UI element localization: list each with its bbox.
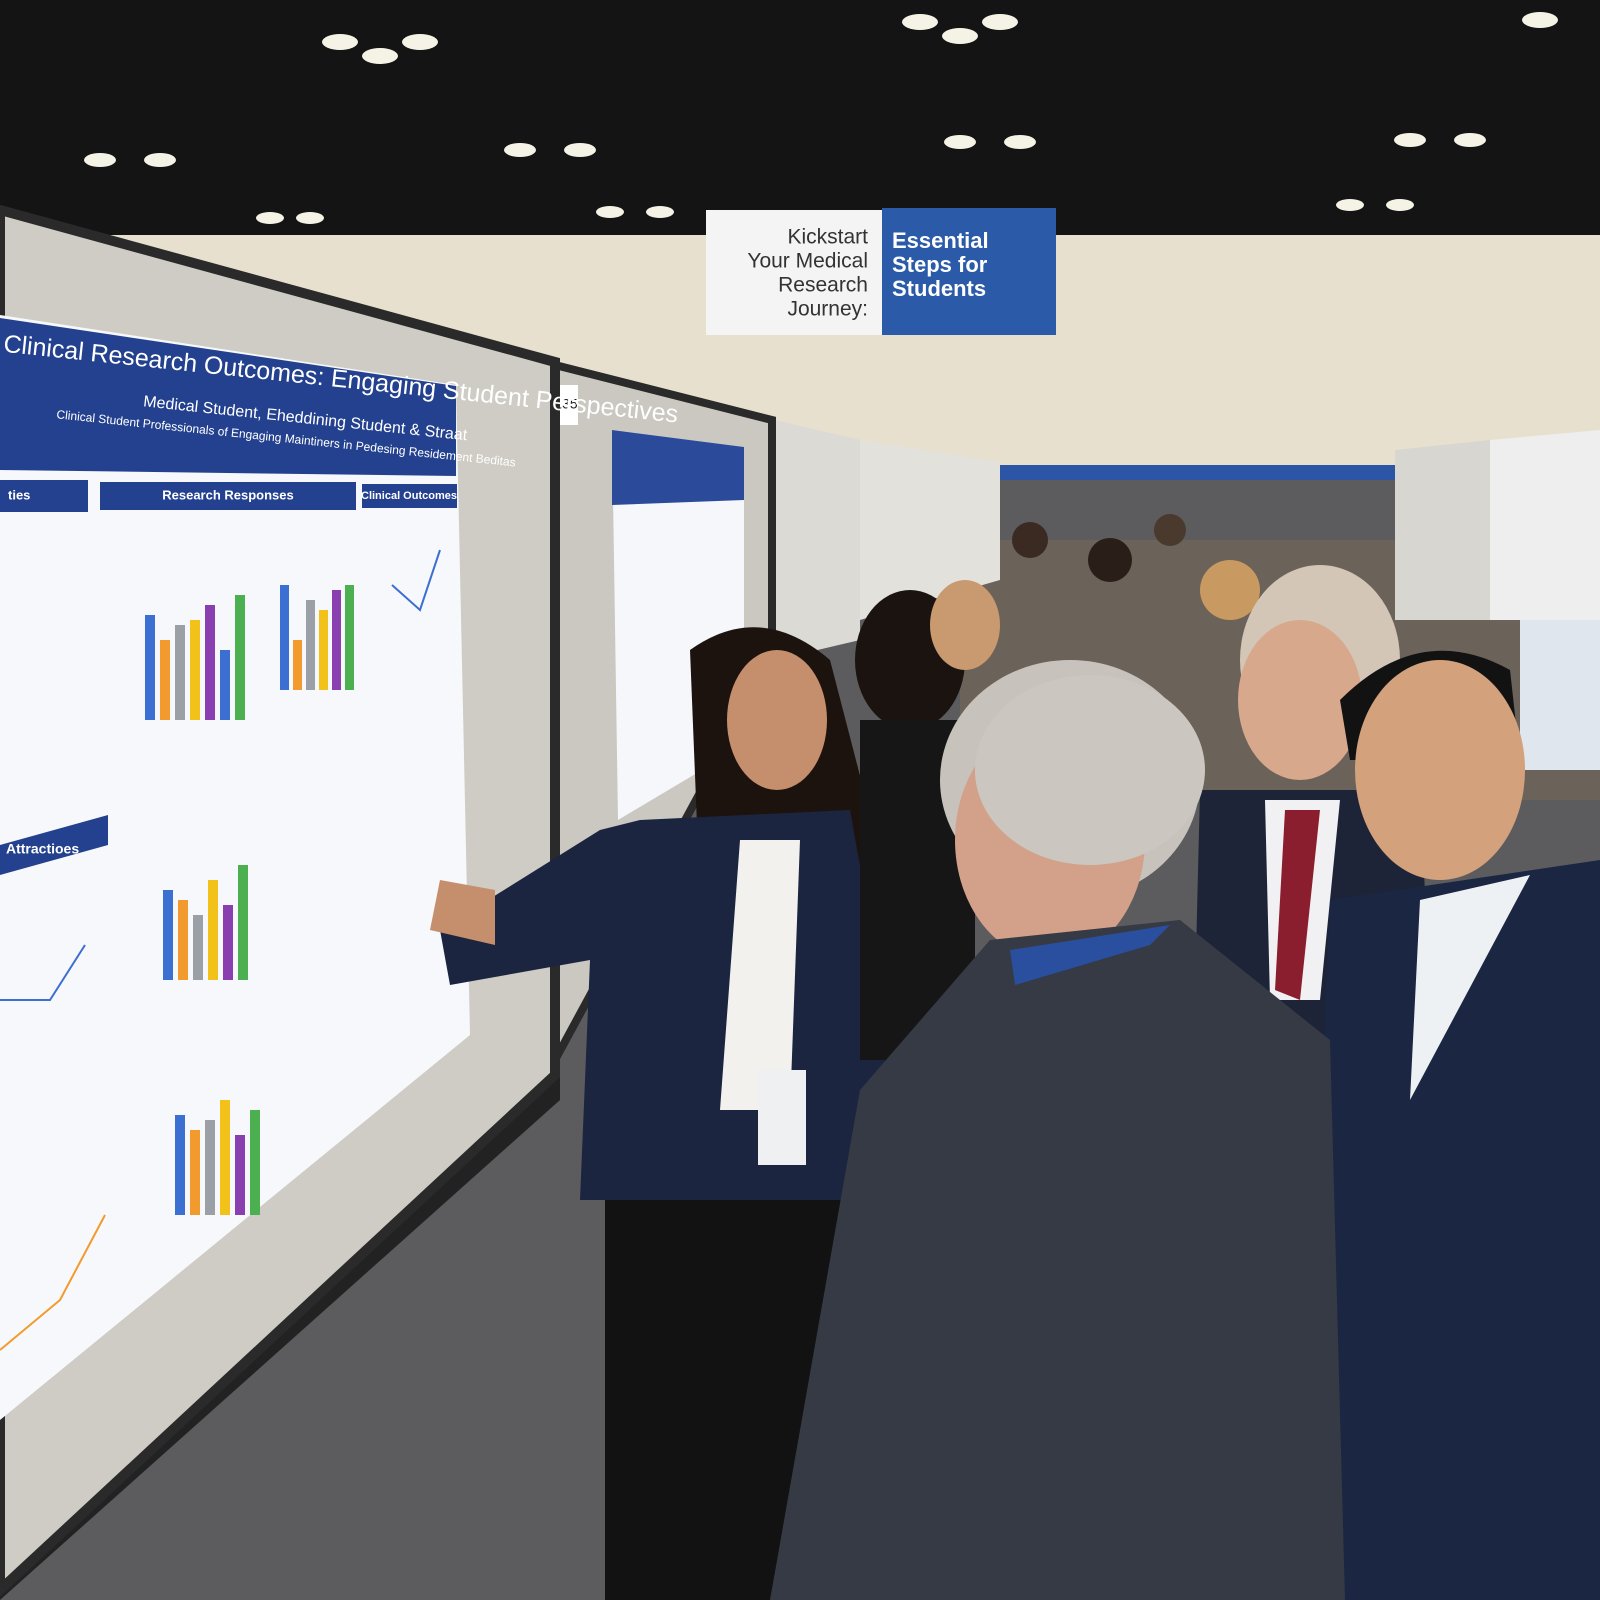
banner-text: Research xyxy=(778,274,868,297)
section-header xyxy=(100,482,356,510)
poster-header xyxy=(612,430,744,505)
poster-header xyxy=(0,318,456,476)
display-board xyxy=(1490,430,1600,620)
display-board xyxy=(1395,440,1490,620)
poster-graphic xyxy=(0,549,441,1351)
banner-text: Kickstart xyxy=(787,226,868,249)
banner-right xyxy=(882,208,1056,335)
display-board xyxy=(860,440,1000,620)
ceiling xyxy=(0,0,1600,245)
display-board xyxy=(775,420,860,660)
banner-left xyxy=(706,210,882,335)
banner-text: Journey: xyxy=(787,298,868,321)
banner-text: Essential xyxy=(892,228,989,253)
section-title: ties xyxy=(8,487,30,502)
ceiling-lights xyxy=(84,12,1558,224)
section-header xyxy=(0,480,88,512)
attendee xyxy=(770,660,1345,1600)
board-number: 135 xyxy=(554,396,578,412)
banner-text: Steps for xyxy=(892,252,988,277)
section-header xyxy=(0,815,108,875)
section-title: Attractioes xyxy=(6,841,79,857)
presenter xyxy=(430,627,920,1600)
attendee xyxy=(1300,650,1600,1600)
banner-text: Your Medical xyxy=(747,250,868,273)
section-header xyxy=(362,484,457,508)
section-title: Clinical Outcomes xyxy=(361,490,457,502)
section-title: Research Responses xyxy=(162,487,294,502)
banner-text: Students xyxy=(892,276,986,301)
